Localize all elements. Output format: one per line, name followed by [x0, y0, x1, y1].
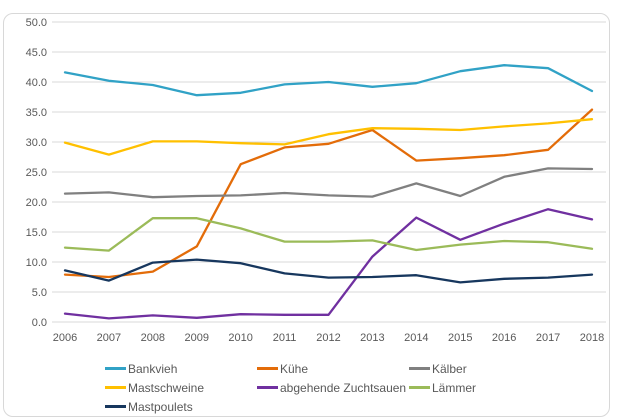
series-line-mastschweine: [63, 118, 594, 156]
legend-label: Bankvieh: [128, 361, 178, 376]
legend-label: Lämmer: [432, 380, 477, 395]
y-axis-tick-label: 20.0: [26, 197, 47, 209]
series-line-mastpoulets: [63, 258, 594, 284]
x-axis-tick-label: 2013: [360, 332, 384, 344]
y-axis-tick-label: 40.0: [26, 77, 47, 89]
series-line-k-he: [63, 108, 594, 279]
x-axis-tick-label: 2008: [141, 332, 165, 344]
series-line-k-lber: [63, 167, 594, 199]
y-axis-tick-label: 45.0: [26, 47, 47, 59]
x-axis-tick-label: 2015: [448, 332, 472, 344]
legend-line-swatch: [409, 367, 430, 370]
x-axis-tick-label: 2009: [185, 332, 209, 344]
legend-label: Mastpoulets: [128, 399, 193, 414]
x-axis-tick-label: 2014: [404, 332, 428, 344]
legend-line-swatch: [105, 367, 126, 370]
y-axis-tick-label: 10.0: [26, 257, 47, 269]
legend-line-swatch: [257, 386, 278, 389]
x-axis-tick-label: 2007: [97, 332, 121, 344]
x-axis-tick-label: 2010: [228, 332, 252, 344]
legend-line-swatch: [105, 405, 126, 408]
legend-item-mastpoulets: Mastpoulets: [105, 400, 257, 414]
x-axis-tick-label: 2018: [580, 332, 604, 344]
y-axis-tick-label: 25.0: [26, 167, 47, 179]
legend-label: abgehende Zuchtsauen: [280, 380, 407, 395]
series-line-bankvieh: [63, 64, 594, 97]
series-line-l-mmer: [63, 217, 594, 252]
series-line-abgehende-zuchtsauen: [63, 208, 594, 320]
legend-item-k-lber: Kälber: [409, 362, 609, 376]
legend-label: Mastschweine: [128, 380, 205, 395]
y-axis-tick-label: 5.0: [32, 287, 47, 299]
legend-label: Kälber: [432, 361, 467, 376]
legend-item-l-mmer: Lämmer: [409, 381, 609, 395]
y-axis-tick-label: 30.0: [26, 137, 47, 149]
y-axis-tick-label: 35.0: [26, 107, 47, 119]
x-axis-tick-label: 2006: [53, 332, 77, 344]
legend-line-swatch: [105, 386, 126, 389]
legend-label: Kühe: [280, 361, 309, 376]
legend-item-k-he: Kühe: [257, 362, 409, 376]
x-axis-tick-label: 2011: [273, 332, 297, 344]
chart-legend: Bankvieh Kühe Kälber Mastschweine abgehende …: [105, 359, 609, 416]
y-axis-tick-label: 0.0: [32, 317, 47, 329]
x-axis-tick-label: 2012: [316, 332, 340, 344]
x-axis-tick-label: 2017: [536, 332, 560, 344]
legend-line-swatch: [409, 386, 430, 389]
legend-line-swatch: [257, 367, 278, 370]
legend-item-abgehende-zuchtsauen: abgehende Zuchtsauen: [257, 381, 409, 395]
y-axis-tick-label: 15.0: [26, 227, 47, 239]
legend-item-mastschweine: Mastschweine: [105, 381, 257, 395]
x-axis-tick-label: 2016: [492, 332, 516, 344]
y-axis-tick-label: 50.0: [26, 17, 47, 29]
legend-item-bankvieh: Bankvieh: [105, 362, 257, 376]
